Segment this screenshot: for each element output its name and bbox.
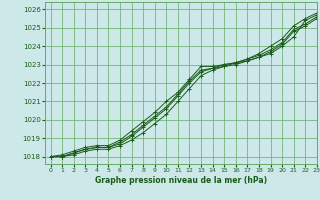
X-axis label: Graphe pression niveau de la mer (hPa): Graphe pression niveau de la mer (hPa) (95, 176, 267, 185)
